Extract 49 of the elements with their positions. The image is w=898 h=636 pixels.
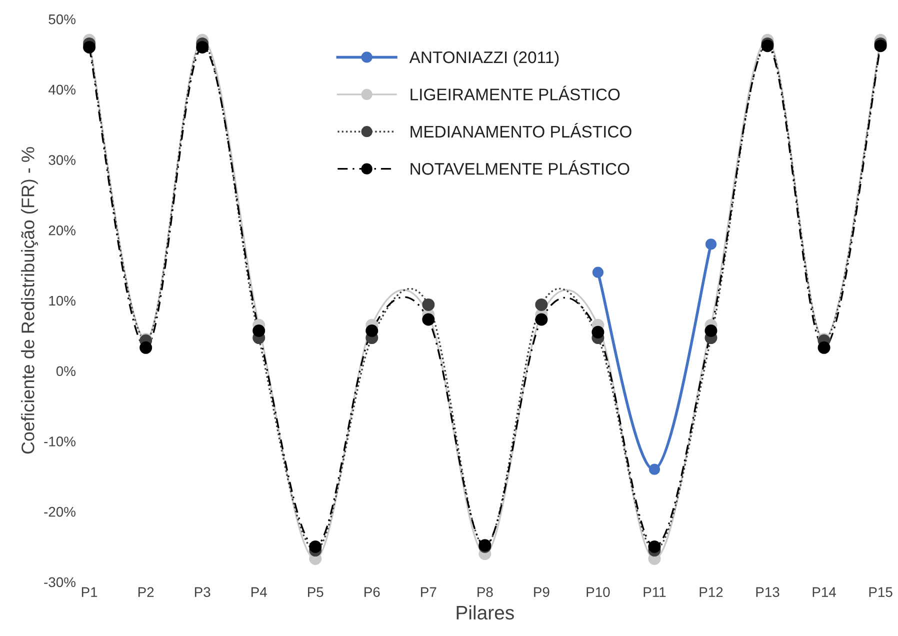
- point: [83, 40, 96, 54]
- y-axis-title: Coeficiente de Redistribuição (FR) - %: [21, 147, 38, 454]
- legend-label: LIGEIRAMENTE PLÁSTICO: [410, 86, 620, 100]
- x-tick-label: P6: [364, 587, 380, 598]
- x-axis-title: Pilares: [456, 605, 514, 620]
- y-tick-label: -20%: [44, 506, 76, 517]
- legend-label: MEDIANAMENTO PLÁSTICO: [410, 122, 632, 138]
- point: [648, 464, 660, 475]
- x-tick-label: P5: [308, 587, 324, 598]
- x-tick-label: P4: [251, 587, 267, 597]
- x-tick-label: P13: [756, 587, 780, 598]
- x-tick-label: P8: [478, 587, 493, 598]
- x-tick-label: P3: [194, 587, 210, 598]
- x-tick-label: P15: [869, 587, 892, 598]
- point: [592, 326, 604, 338]
- point: [648, 540, 661, 554]
- point: [140, 341, 152, 354]
- x-tick-label: P9: [534, 587, 550, 598]
- point: [252, 324, 266, 338]
- point: [196, 40, 209, 54]
- y-tick-label: 40%: [48, 84, 76, 95]
- point: [874, 40, 887, 52]
- point: [535, 298, 548, 311]
- point: [818, 341, 830, 354]
- y-tick-label: 20%: [48, 225, 76, 236]
- y-tick-label: -10%: [44, 436, 76, 446]
- point: [592, 266, 604, 278]
- x-tick-label: P11: [644, 587, 666, 597]
- y-tick-label: 50%: [48, 14, 76, 24]
- point: [422, 298, 435, 311]
- legend-label: ANTONIAZZI (2011): [409, 50, 559, 66]
- y-tick-label: 0%: [56, 366, 76, 376]
- point: [422, 313, 435, 326]
- y-tick-label: 30%: [48, 155, 76, 165]
- x-tick-label: P14: [812, 587, 836, 597]
- x-tick-label: P1: [82, 587, 98, 597]
- legend-label: NOTAVELMENTE PLÁSTICO: [410, 160, 630, 175]
- x-tick-label: P2: [138, 587, 154, 597]
- y-tick-label: -30%: [44, 577, 76, 588]
- point: [705, 238, 717, 250]
- x-tick-label: P10: [586, 587, 610, 598]
- point: [704, 324, 718, 338]
- x-tick-label: P7: [421, 587, 436, 597]
- x-tick-label: P12: [700, 587, 723, 597]
- point: [535, 313, 548, 326]
- y-tick-label: 10%: [49, 296, 76, 306]
- point: [309, 540, 322, 554]
- point: [761, 40, 774, 52]
- point: [366, 324, 378, 338]
